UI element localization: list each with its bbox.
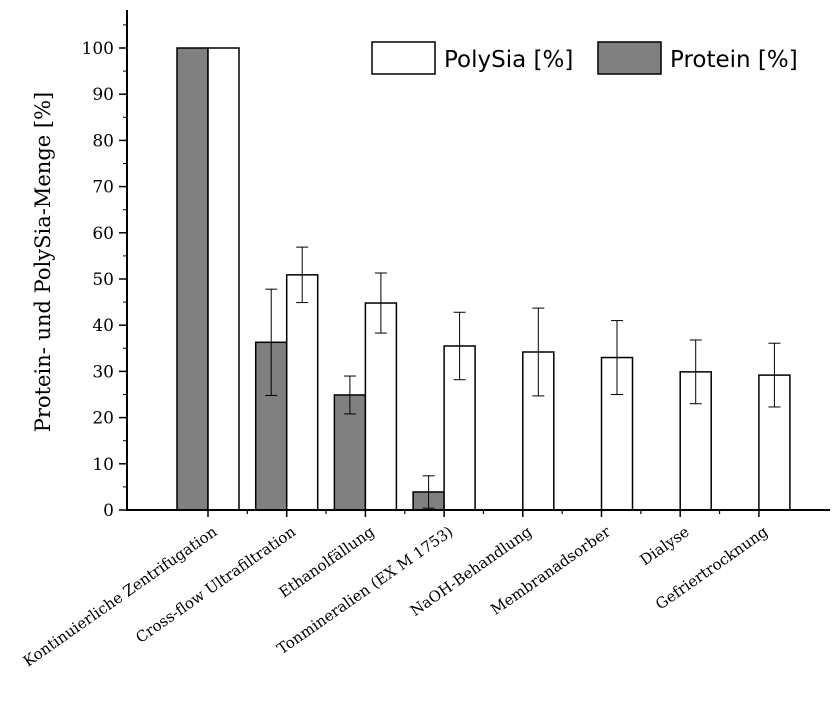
y-tick-label: 70 (92, 178, 114, 198)
y-ticks-layer: 0 10 20 30 40 50 60 70 80 90 100 (82, 24, 127, 521)
y-axis-title: Protein- und PolySia-Menge [%] (31, 92, 55, 432)
x-ticks-layer: Kontinuierliche ZentrifugationCross-flow… (20, 510, 772, 670)
legend-polysia: PolySia [%] (371, 41, 573, 75)
legend-polysia-swatch (371, 41, 436, 75)
y-tick-label: 0 (103, 501, 114, 521)
bar-polysia-1 (207, 47, 240, 511)
bar-polysia-3 (364, 302, 398, 511)
axes-layer (126, 10, 830, 511)
y-tick-label: 30 (92, 362, 114, 382)
y-tick-label: 100 (82, 39, 114, 59)
y-tick-label: 90 (92, 85, 114, 105)
x-tick-label: Cross-flow Ultrafiltration (132, 522, 299, 646)
legend-protein-swatch (597, 41, 662, 75)
error-bars-layer (265, 246, 781, 509)
y-tick-label: 80 (92, 131, 114, 151)
legend-polysia-label: PolySia [%] (444, 47, 573, 73)
legend-protein-label: Protein [%] (670, 47, 798, 73)
bar-protein-1 (176, 47, 209, 511)
y-tick-label: 50 (92, 270, 114, 290)
bar-polysia-2 (285, 274, 319, 511)
y-tick-label: 40 (92, 316, 114, 336)
y-tick-label: 60 (92, 224, 114, 244)
legend-protein: Protein [%] (597, 41, 798, 75)
y-tick-label: 10 (92, 455, 114, 475)
bars-layer (176, 47, 791, 511)
y-tick-label: 20 (92, 409, 114, 429)
legend: PolySia [%] Protein [%] (371, 41, 798, 75)
x-tick-label: Dialyse (637, 522, 693, 569)
